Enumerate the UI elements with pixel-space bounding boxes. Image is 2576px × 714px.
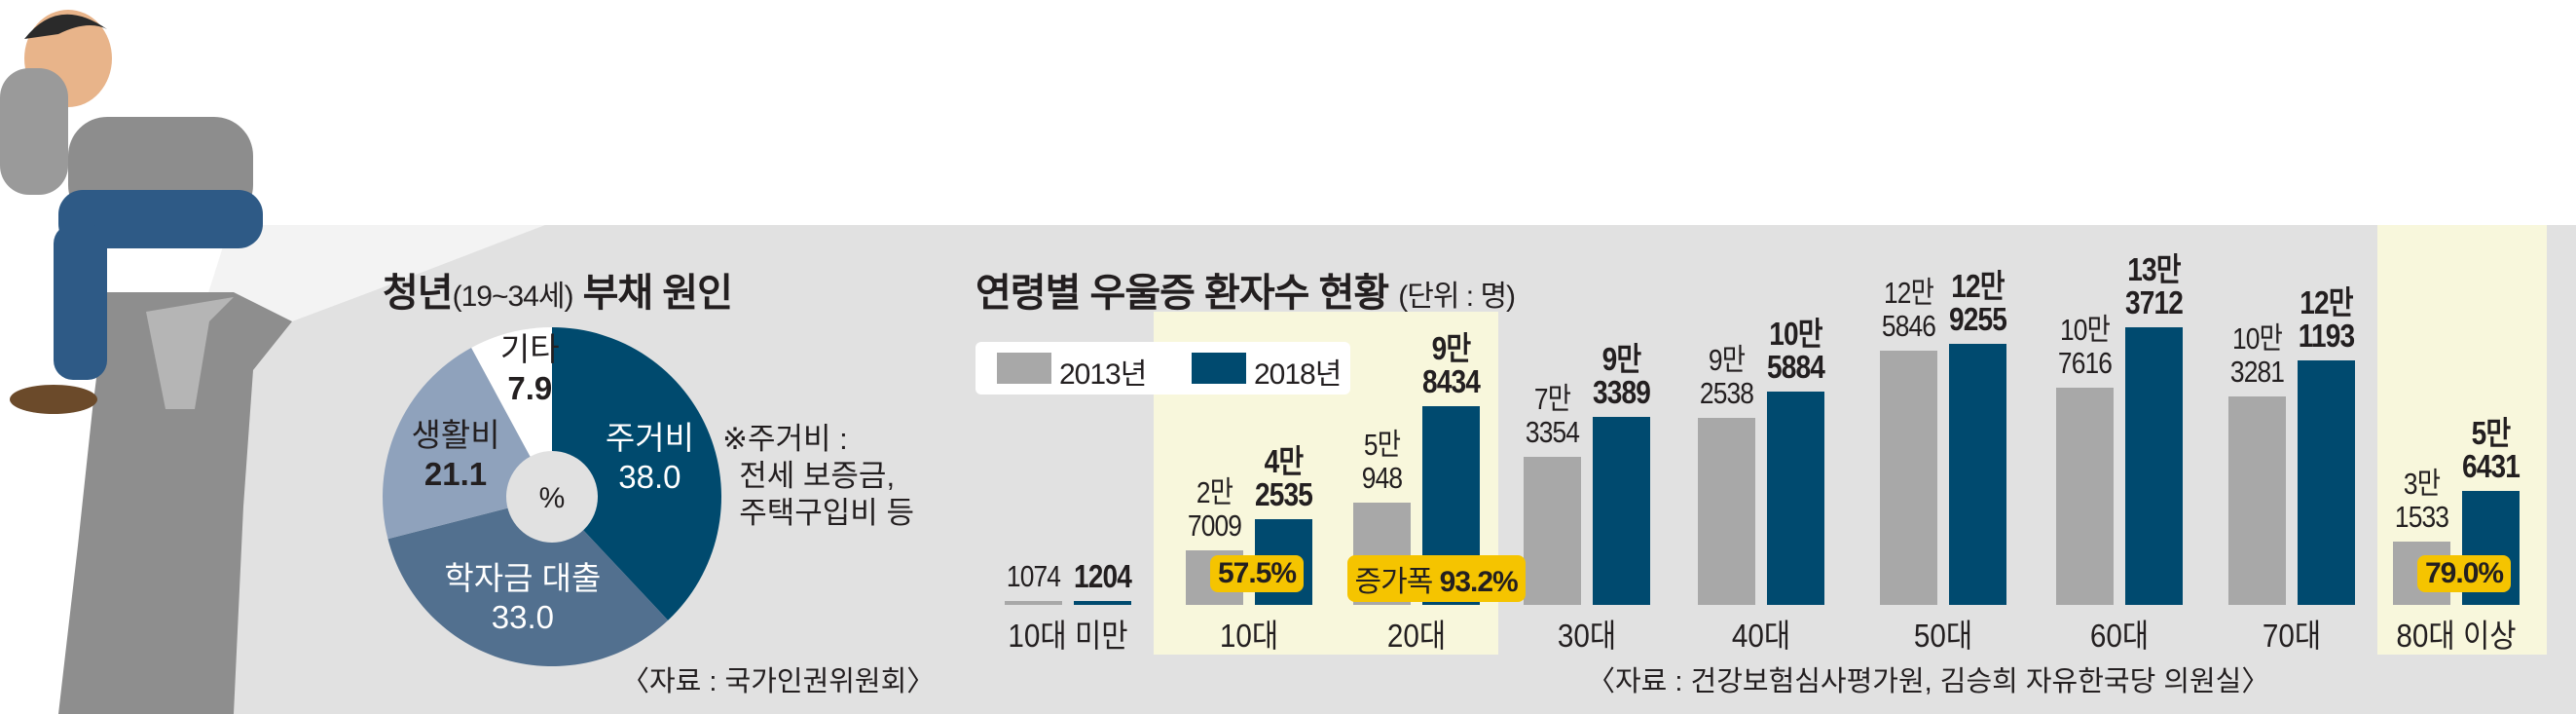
pie-slice-label: 생활비 21.1 — [411, 416, 500, 492]
x-axis-label: 70대 — [2262, 618, 2322, 654]
legend-swatch-2018 — [1192, 353, 1246, 384]
bar-2018 — [1074, 601, 1131, 605]
legend-swatch-2013 — [997, 353, 1051, 384]
bar-value-label: 10만 5884 — [1766, 315, 1825, 385]
bar-value-label: 2만 7009 — [1187, 475, 1242, 544]
bar-2013 — [2056, 388, 2114, 605]
pie-chart: % — [383, 327, 721, 666]
increase-rate-badge: 79.0% — [2417, 555, 2512, 592]
bar-value-label: 4만 2535 — [1254, 442, 1313, 512]
worried-man-illustration — [0, 10, 545, 714]
bar-value-label: 12만 9255 — [1948, 268, 2007, 338]
bar-2013 — [1880, 351, 1937, 605]
bar-value-label: 12만 5846 — [1881, 276, 1936, 344]
bar-value-label: 10만 7616 — [2057, 313, 2113, 381]
bar-value-label: 12만 1193 — [2298, 284, 2355, 355]
pie-title: 청년(19~34세) 부채 원인 — [383, 261, 733, 318]
x-axis-label: 40대 — [1731, 618, 1791, 654]
bar-title: 연령별 우울증 환자수 현황 (단위 : 명) — [975, 261, 1516, 318]
x-axis-label: 30대 — [1557, 618, 1617, 654]
note-line: 주택구입비 등 — [722, 496, 914, 530]
bar-2018 — [1593, 416, 1650, 605]
x-axis-label: 20대 — [1386, 618, 1447, 654]
bar-value-label: 9만 2538 — [1699, 343, 1754, 411]
note-line: 전세 보증금, — [722, 459, 896, 493]
increase-rate-badge: 증가폭 93.2% — [1346, 555, 1526, 602]
pie-slice-label: 주거비 38.0 — [605, 420, 694, 496]
bar-value-label: 5만 948 — [1361, 427, 1403, 495]
bar-value-label: 9만 8434 — [1421, 330, 1481, 400]
pie-title-rest: 부채 원인 — [572, 272, 733, 315]
bar-2013 — [1005, 601, 1062, 605]
bar-2018 — [2125, 326, 2183, 605]
pie-slice — [552, 327, 721, 620]
bar-value-label: 1204 — [1073, 558, 1132, 594]
bar-2013 — [2228, 396, 2286, 605]
pie-slice-label: 기타 7.9 — [499, 330, 560, 406]
unit-label: (단위 : 명) — [1398, 281, 1516, 313]
pie-title-main: 청년 — [383, 272, 454, 315]
bar-source: 〈자료 : 건강보험심사평가원, 김승희 자유한국당 의원실〉 — [1587, 666, 2270, 697]
pie-note: ※주거비 : 전세 보증금, 주택구입비 등 — [722, 421, 914, 532]
bar-2018 — [1949, 344, 2006, 605]
increase-rate-badge: 57.5% — [1210, 555, 1305, 592]
legend-label-2018: 2018년 — [1254, 358, 1342, 391]
pie-source: 〈자료 : 국가인권위원회〉 — [621, 666, 936, 697]
bar-value-label: 10만 3281 — [2229, 321, 2285, 390]
pie-center — [506, 451, 598, 543]
bar-2018 — [1767, 391, 1824, 605]
bar-value-label: 5만 6431 — [2461, 415, 2521, 485]
pie-slice — [387, 497, 669, 666]
bar-value-label: 9만 3389 — [1592, 340, 1651, 410]
bar-value-label: 7만 3354 — [1525, 382, 1580, 450]
note-line: ※주거비 : — [722, 422, 848, 456]
bar-value-label: 3만 1533 — [2394, 466, 2449, 534]
bar-value-label: 1074 — [1006, 559, 1061, 593]
pie-slice — [471, 327, 552, 497]
x-axis-label: 60대 — [2089, 618, 2150, 654]
legend-label-2013: 2013년 — [1059, 358, 1147, 391]
bar-2018 — [2298, 360, 2355, 605]
x-axis-label: 10대 미만 — [1008, 618, 1128, 654]
bar-title-text: 연령별 우울증 환자수 현황 — [975, 272, 1389, 315]
legend: 2013년 2018년 — [975, 342, 1350, 395]
pie-slice-label: 학자금 대출 33.0 — [444, 559, 602, 635]
pie-title-age: (19~34세) — [452, 281, 574, 313]
pie-center-label: % — [539, 482, 566, 514]
x-axis-label: 80대 이상 — [2396, 618, 2517, 654]
x-axis-label: 50대 — [1913, 618, 1973, 654]
bar-value-label: 13만 3712 — [2124, 250, 2184, 320]
bar-2013 — [1524, 457, 1581, 605]
x-axis-label: 10대 — [1219, 618, 1279, 654]
bar-2013 — [1698, 418, 1755, 605]
